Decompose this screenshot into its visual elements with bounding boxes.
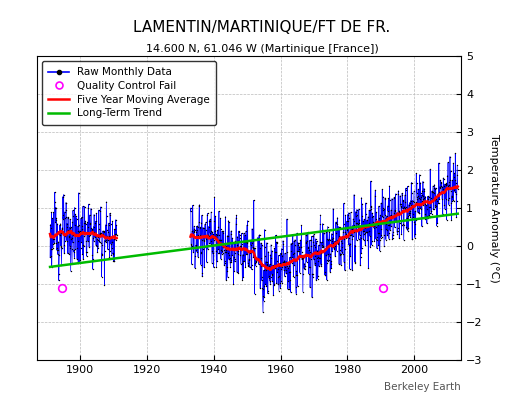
Text: 14.600 N, 61.046 W (Martinique [France]): 14.600 N, 61.046 W (Martinique [France]): [146, 44, 378, 54]
Y-axis label: Temperature Anomaly (°C): Temperature Anomaly (°C): [489, 134, 499, 282]
Legend: Raw Monthly Data, Quality Control Fail, Five Year Moving Average, Long-Term Tren: Raw Monthly Data, Quality Control Fail, …: [42, 61, 216, 125]
Text: Berkeley Earth: Berkeley Earth: [385, 382, 461, 392]
Text: LAMENTIN/MARTINIQUE/FT DE FR.: LAMENTIN/MARTINIQUE/FT DE FR.: [134, 20, 390, 35]
